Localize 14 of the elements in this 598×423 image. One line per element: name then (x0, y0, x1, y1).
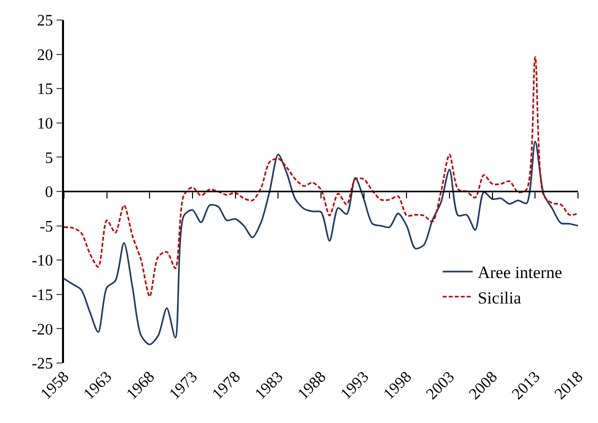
y-tick-label: -15 (32, 287, 54, 304)
y-tick-label: -10 (32, 252, 54, 270)
y-tick-label: 20 (37, 46, 54, 64)
y-tick-label: 15 (37, 81, 54, 98)
y-tick-label: 25 (37, 12, 54, 30)
line-series (64, 140, 578, 346)
legend-label: Aree interne (478, 263, 562, 282)
y-tick-label: 5 (45, 150, 54, 167)
y-tick-label: -5 (40, 218, 54, 236)
y-tick-label: -20 (32, 321, 54, 338)
y-tick-label: 10 (37, 116, 54, 132)
legend-label: Sicilia (478, 288, 522, 308)
y-tick-label: 0 (45, 184, 54, 202)
y-tick-label: -25 (32, 356, 54, 373)
